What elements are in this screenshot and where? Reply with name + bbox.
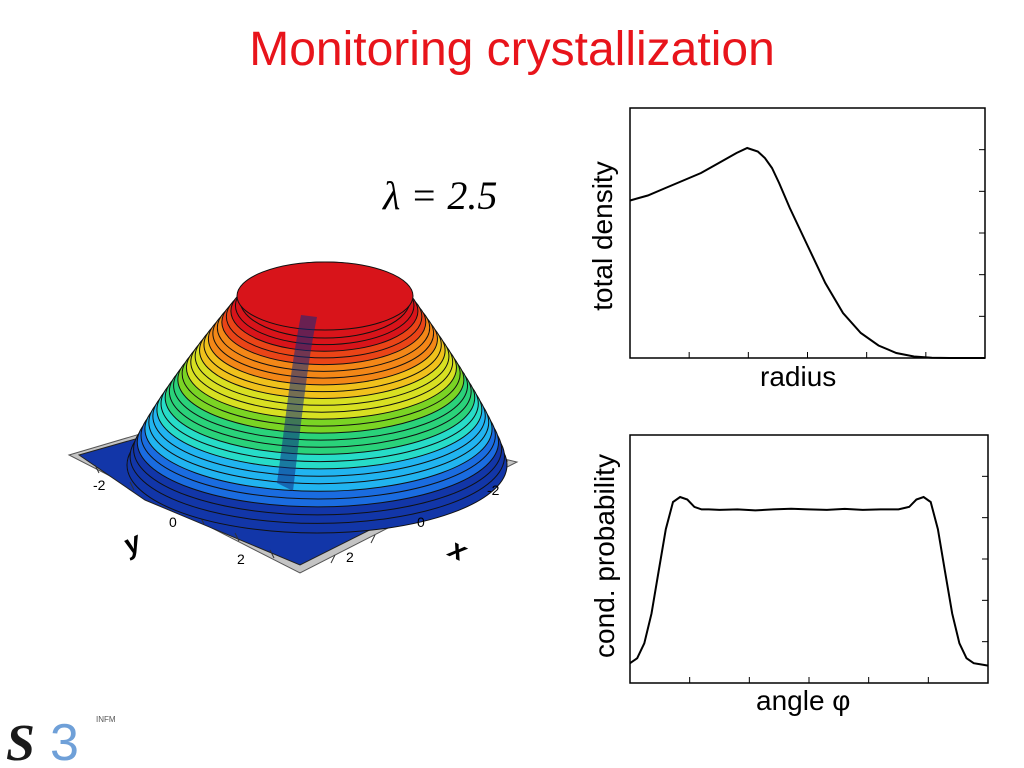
density-series-line [629,146,985,359]
probability-chart: cond. probability angle φ [560,430,1000,730]
x-axis-letter: x [443,531,473,567]
surface-contour-layers [126,261,508,534]
y-tick-neg2: -2 [93,477,106,493]
s3-logo: S 3 INFM [6,714,116,768]
density-chart: total density radius [560,100,1000,400]
probability-ylabel: cond. probability [589,454,620,658]
probability-chart-svg [629,434,989,684]
logo-s-letter: S [6,715,35,768]
lambda-label: λ = 2.5 [383,173,498,218]
x-tick-neg2: -2 [487,482,500,498]
slide-title: Monitoring crystallization [249,23,775,76]
surface-top-cap [236,261,414,331]
probability-plot-frame [629,434,989,684]
surface-cleft [277,315,317,491]
x-tick-2: 2 [346,549,354,565]
x-tick-0: 0 [417,514,425,530]
surface-plot-3d: -2 0 2 -2 0 2 y x [67,261,519,574]
density-chart-ticks [688,149,985,358]
probability-chart-ticks [689,475,988,683]
y-axis-letter: y [117,525,147,561]
logo-superscript: INFM [96,715,116,724]
logo-3-digit: 3 [50,714,79,768]
probability-xlabel: angle φ [756,685,851,716]
density-xlabel: radius [760,361,837,392]
y-tick-0: 0 [169,514,177,530]
density-plot-frame [629,107,986,359]
probability-series-line [629,495,989,667]
density-ylabel: total density [587,161,618,311]
density-chart-svg [629,107,986,359]
y-tick-2: 2 [237,551,245,567]
